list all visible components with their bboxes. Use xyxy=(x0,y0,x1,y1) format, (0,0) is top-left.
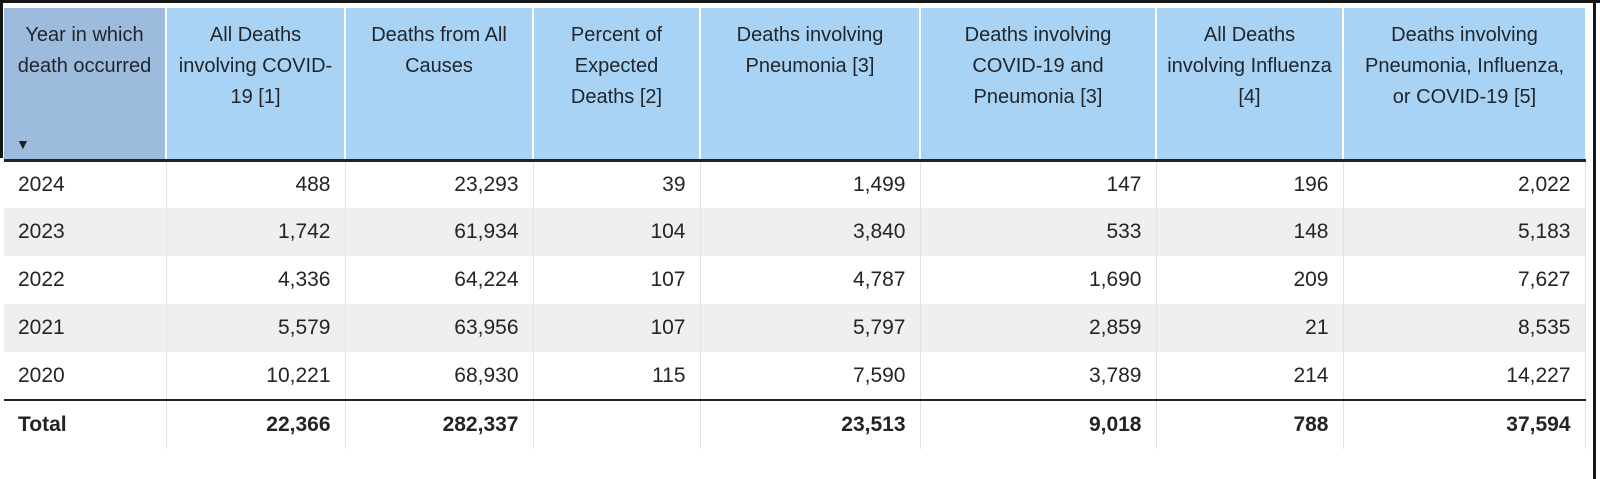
value-cell: 7,590 xyxy=(699,352,920,400)
value-cell: 7,627 xyxy=(1342,256,1586,304)
column-header-all-causes[interactable]: Deaths from All Causes xyxy=(344,8,533,162)
table-header: Year in which death occurred ▼ All Death… xyxy=(4,8,1585,162)
value-cell: 488 xyxy=(165,160,345,208)
column-header-covid-pneumonia[interactable]: Deaths involving COVID-19 and Pneumonia … xyxy=(919,8,1156,162)
value-cell: 4,787 xyxy=(699,256,920,304)
value-cell: 23,293 xyxy=(344,160,533,208)
value-cell: 68,930 xyxy=(344,352,533,400)
column-header-label: Deaths from All Causes xyxy=(371,24,507,77)
value-cell: 107 xyxy=(532,256,700,304)
value-cell: 107 xyxy=(532,304,700,352)
year-cell: 2024 xyxy=(18,172,65,196)
sort-descending-icon: ▼ xyxy=(16,135,30,152)
column-header-label: Percent of Expected Deaths [2] xyxy=(570,24,663,108)
column-header-label: All Deaths involving Influenza [4] xyxy=(1167,24,1332,108)
table-footer: Total 22,366 282,337 23,513 9,018 788 37… xyxy=(4,399,1586,449)
left-border-line xyxy=(0,0,3,158)
right-border-line xyxy=(1593,0,1596,479)
value-cell: 2,022 xyxy=(1342,160,1586,208)
value-cell: 5,579 xyxy=(165,304,345,352)
table-row: 2020 10,221 68,930 115 7,590 3,789 214 14,227 xyxy=(4,352,1586,400)
value-cell: 64,224 xyxy=(344,256,533,304)
year-cell: 2020 xyxy=(18,363,65,387)
value-cell: 3,840 xyxy=(699,208,920,256)
column-header-label: Deaths involving Pneumonia [3] xyxy=(736,24,884,77)
value-cell: 2,859 xyxy=(919,304,1156,352)
column-header-pneumonia[interactable]: Deaths involving Pneumonia [3] xyxy=(699,8,920,162)
year-cell: 2023 xyxy=(4,208,166,256)
column-header-year[interactable]: Year in which death occurred ▼ xyxy=(4,8,166,162)
table-row: 2023 1,742 61,934 104 3,840 533 148 5,183 xyxy=(4,208,1586,256)
total-value-cell xyxy=(532,399,700,449)
value-cell: 148 xyxy=(1155,208,1343,256)
value-cell: 196 xyxy=(1155,160,1343,208)
total-value-cell: 22,366 xyxy=(165,399,345,449)
total-row: Total 22,366 282,337 23,513 9,018 788 37… xyxy=(4,399,1586,449)
value-cell: 61,934 xyxy=(344,208,533,256)
column-header-label: Year in which death occurred xyxy=(17,24,152,77)
total-value-cell: 788 xyxy=(1155,399,1343,449)
value-cell: 1,499 xyxy=(699,160,920,208)
total-value-cell: 282,337 xyxy=(344,399,533,449)
value-cell: 14,227 xyxy=(1342,352,1586,400)
deaths-data-table: Year in which death occurred ▼ All Death… xyxy=(4,8,1586,449)
value-cell: 209 xyxy=(1155,256,1343,304)
table-body: 2024 488 23,293 39 1,499 147 196 2,022 2023 1,742… xyxy=(4,160,1586,400)
column-header-pic[interactable]: Deaths involving Pneumonia, Influenza, o… xyxy=(1342,8,1585,162)
column-header-label: Deaths involving COVID-19 and Pneumonia … xyxy=(964,24,1112,108)
column-header-percent-expected[interactable]: Percent of Expected Deaths [2] xyxy=(532,8,700,162)
top-border-line xyxy=(0,0,1600,3)
total-value-cell: 23,513 xyxy=(699,399,920,449)
value-cell: 533 xyxy=(919,208,1156,256)
table-row: 2022 4,336 64,224 107 4,787 1,690 209 7,627 xyxy=(4,256,1586,304)
value-cell: 214 xyxy=(1155,352,1343,400)
column-header-influenza[interactable]: All Deaths involving Influenza [4] xyxy=(1155,8,1343,162)
table-row: 2024 488 23,293 39 1,499 147 196 2,022 xyxy=(4,160,1586,208)
column-header-covid-deaths[interactable]: All Deaths involving COVID-19 [1] xyxy=(165,8,345,162)
column-header-label: All Deaths involving COVID-19 [1] xyxy=(178,24,333,108)
value-cell: 115 xyxy=(532,352,700,400)
value-cell: 3,789 xyxy=(919,352,1156,400)
column-header-label: Deaths involving Pneumonia, Influenza, o… xyxy=(1364,24,1565,108)
total-label-cell: Total xyxy=(4,399,166,449)
total-value-cell: 37,594 xyxy=(1342,399,1586,449)
value-cell: 1,690 xyxy=(919,256,1156,304)
value-cell: 10,221 xyxy=(165,352,345,400)
year-cell: 2022 xyxy=(18,268,65,291)
value-cell: 39 xyxy=(532,160,700,208)
value-cell: 4,336 xyxy=(165,256,345,304)
year-cell: 2021 xyxy=(4,304,166,352)
table-row: 2021 5,579 63,956 107 5,797 2,859 21 8,535 xyxy=(4,304,1586,352)
value-cell: 147 xyxy=(919,160,1156,208)
value-cell: 5,183 xyxy=(1342,208,1586,256)
value-cell: 8,535 xyxy=(1342,304,1586,352)
value-cell: 1,742 xyxy=(165,208,345,256)
value-cell: 5,797 xyxy=(699,304,920,352)
value-cell: 63,956 xyxy=(344,304,533,352)
value-cell: 21 xyxy=(1155,304,1343,352)
total-value-cell: 9,018 xyxy=(919,399,1156,449)
value-cell: 104 xyxy=(532,208,700,256)
